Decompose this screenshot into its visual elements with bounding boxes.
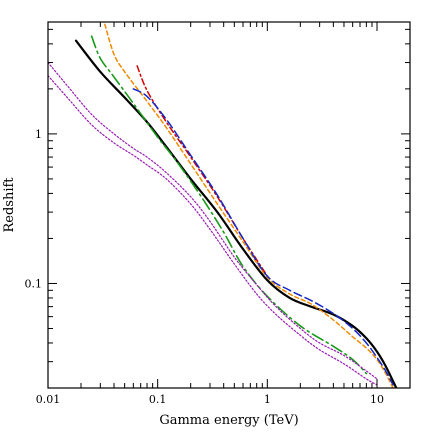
- labels-layer: 0.01 0.1 1 10 0.1 1: [25, 128, 384, 406]
- x-tick-label: 0.01: [36, 393, 61, 406]
- series-line-4: [132, 88, 394, 386]
- y-tick-label: 1: [35, 128, 42, 141]
- y-axis-title: Redshift: [2, 177, 17, 233]
- x-tick-label: 1: [264, 393, 271, 406]
- x-tick-label: 10: [370, 393, 384, 406]
- series-line-2: [104, 23, 394, 388]
- ticks-layer: [47, 22, 411, 389]
- series-line-1: [74, 39, 398, 388]
- plot-frame: [47, 21, 411, 389]
- series-layer: [48, 23, 398, 388]
- x-tick-label: 0.1: [149, 393, 167, 406]
- y-tick-label: 0.1: [25, 277, 43, 290]
- series-line-7: [48, 75, 378, 386]
- series-line-5: [90, 35, 368, 375]
- x-axis-title: Gamma energy (TeV): [159, 413, 298, 428]
- series-line-6: [48, 61, 378, 380]
